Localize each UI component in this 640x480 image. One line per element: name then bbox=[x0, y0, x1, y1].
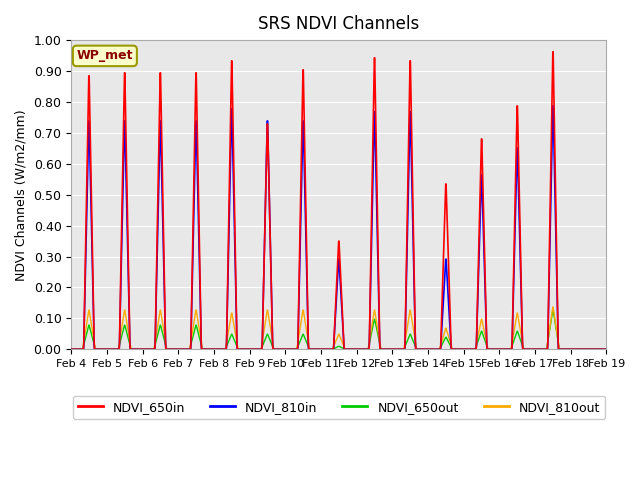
Legend: NDVI_650in, NDVI_810in, NDVI_650out, NDVI_810out: NDVI_650in, NDVI_810in, NDVI_650out, NDV… bbox=[72, 396, 605, 419]
Text: WP_met: WP_met bbox=[77, 49, 133, 62]
Title: SRS NDVI Channels: SRS NDVI Channels bbox=[258, 15, 419, 33]
Y-axis label: NDVI Channels (W/m2/mm): NDVI Channels (W/m2/mm) bbox=[15, 109, 28, 280]
